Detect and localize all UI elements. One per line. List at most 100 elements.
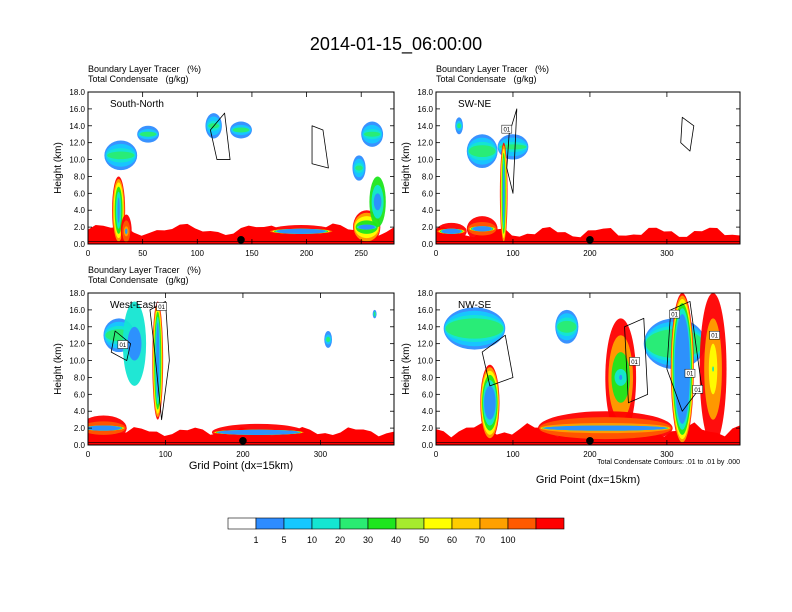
colorbar-swatch [339,517,369,530]
plume [112,176,126,244]
plot-frame [87,292,395,446]
contour-label-box [692,385,703,394]
colorbar-label: 100 [500,535,515,545]
panel-header-condensate: Total Condensate (g/kg) [436,74,537,84]
colorbar-label: 1 [253,535,258,545]
plume [369,176,386,228]
colorbar-label: 60 [447,535,457,545]
colorbar-swatch [311,517,341,530]
y-tick-label: 12.0 [69,340,85,349]
y-axis-label: Height (km) [401,343,412,395]
y-tick-label: 10.0 [417,357,433,366]
field-blob [232,127,250,133]
plot-frame [87,91,395,245]
y-tick-label: 4.0 [74,407,86,416]
contour-label: 01 [120,343,127,349]
y-tick-label: 2.0 [74,223,86,232]
plume [88,415,127,441]
location-marker [239,436,247,445]
x-tick-label: 200 [300,249,314,258]
x-tick-label: 0 [434,450,439,459]
cloud-region [137,125,160,143]
colorbar-swatch [507,517,537,530]
colorbar-label: 10 [307,535,317,545]
y-tick-label: 6.0 [422,189,434,198]
panel-header-tracer: Boundary Layer Tracer (%) [88,64,201,74]
field-blob [326,336,331,342]
y-tick-label: 2.0 [422,223,434,232]
y-tick-label: 6.0 [422,390,434,399]
field-blob [468,145,496,158]
plume [152,301,164,420]
colorbar-swatch [255,517,285,530]
field-blob [445,318,504,339]
x-tick-label: 150 [245,249,259,258]
field-blob [107,151,135,160]
y-tick-label: 10.0 [69,357,85,366]
y-tick-label: 0.0 [422,441,434,450]
x-tick-label: 100 [159,450,173,459]
field-blob [502,163,505,223]
contour-label-box [156,302,167,311]
contour-label-box [501,124,513,134]
field-layer [88,112,394,244]
x-tick-label: 0 [86,450,91,459]
plume [268,225,334,238]
colorbar-label: 40 [391,535,401,545]
y-tick-label: 16.0 [69,105,85,114]
y-tick-label: 8.0 [422,373,434,382]
cloud-region [555,309,579,344]
cross-section-label: West-East [110,300,156,311]
condensate-contour [209,112,231,160]
cross-section-label: SW-NE [458,99,491,110]
y-tick-label: 16.0 [69,306,85,315]
colorbar-swatch [423,517,453,530]
plume [499,142,508,244]
field-blob [619,374,623,380]
field-layer [436,293,740,445]
panel-nw-se: 0.0 2.0 4.0 6.0 8.0 10.0 12.0 14.0 16.0 18.0 0 100 2… [401,289,741,486]
contour-label: 01 [711,334,718,340]
y-tick-label: 18.0 [69,88,85,97]
field-layer [88,301,394,445]
field-blob [373,193,382,211]
cloud-region [352,155,366,181]
field-blob [156,322,160,399]
contour-label: 01 [687,372,694,378]
y-tick-label: 8.0 [74,373,86,382]
colorbar-label: 20 [335,535,345,545]
x-tick-label: 100 [191,249,205,258]
y-tick-label: 18.0 [69,289,85,298]
cloud-region [466,134,498,168]
cloud-region [372,309,377,319]
condensate-contour [666,301,702,412]
contour-label: 01 [694,388,701,394]
cloud-region [104,140,138,171]
field-blob [557,320,577,333]
panel-header-tracer: Boundary Layer Tracer (%) [436,64,549,74]
x-tick-label: 200 [583,249,597,258]
plume [699,293,727,445]
field-layer [436,108,740,244]
panel-header-condensate: Total Condensate (g/kg) [88,275,189,285]
x-tick-label: 250 [355,249,369,258]
plume [466,216,498,242]
cloud-region [443,307,506,350]
field-blob [127,326,142,361]
cross-section-label: NW-SE [458,300,491,311]
colorbar-swatch [283,517,313,530]
field-blob [88,425,121,431]
y-tick-label: 4.0 [422,407,434,416]
cloud-region [324,331,333,348]
y-tick-label: 2.0 [422,424,434,433]
cloud-region [230,121,252,139]
contour-footnote: Total Condensate Contours: .01 to .01 by… [597,459,740,466]
x-tick-label: 300 [660,450,674,459]
colorbar-swatch [227,517,257,530]
y-tick-label: 8.0 [422,172,434,181]
x-tick-label: 300 [314,450,328,459]
x-tick-label: 300 [660,249,674,258]
plume [537,411,673,445]
x-tick-label: 50 [138,249,147,258]
y-tick-label: 14.0 [69,122,85,131]
